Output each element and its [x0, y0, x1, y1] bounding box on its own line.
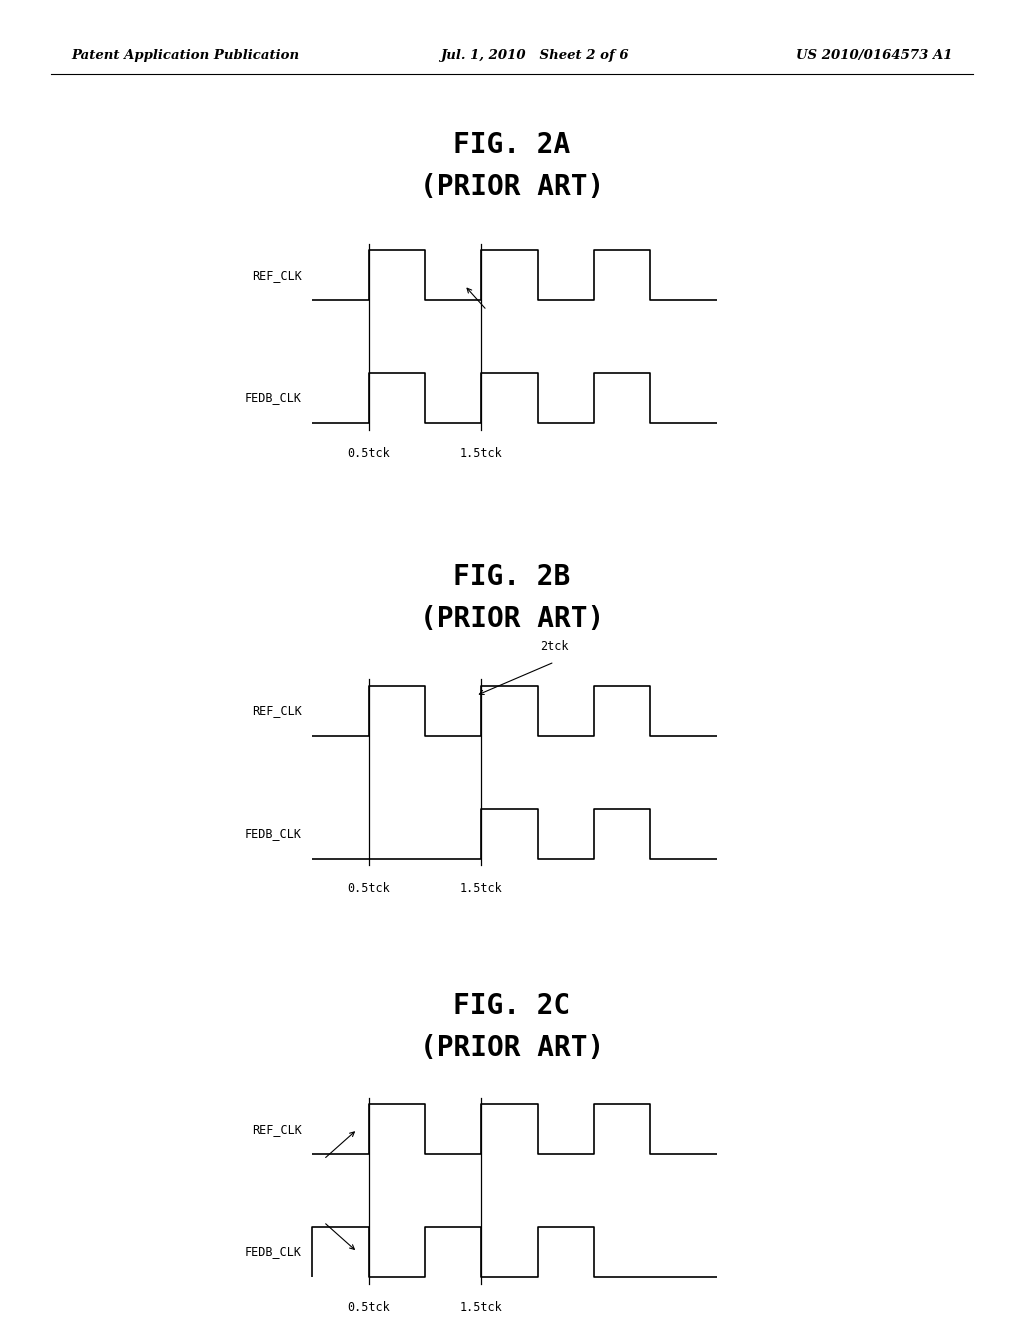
Text: FEDB_CLK: FEDB_CLK — [245, 392, 302, 404]
Text: REF_CLK: REF_CLK — [252, 1123, 302, 1135]
Text: 1.5tck: 1.5tck — [460, 446, 503, 459]
Text: FIG. 2B: FIG. 2B — [454, 562, 570, 591]
Text: FIG. 2C: FIG. 2C — [454, 991, 570, 1020]
Text: FEDB_CLK: FEDB_CLK — [245, 1246, 302, 1258]
Text: REF_CLK: REF_CLK — [252, 269, 302, 281]
Text: 0.5tck: 0.5tck — [347, 446, 390, 459]
Text: (PRIOR ART): (PRIOR ART) — [420, 605, 604, 634]
Text: FEDB_CLK: FEDB_CLK — [245, 828, 302, 840]
Text: Jul. 1, 2010   Sheet 2 of 6: Jul. 1, 2010 Sheet 2 of 6 — [440, 49, 629, 62]
Text: 1.5tck: 1.5tck — [460, 883, 503, 895]
Text: FIG. 2A: FIG. 2A — [454, 131, 570, 160]
Text: (PRIOR ART): (PRIOR ART) — [420, 173, 604, 202]
Text: 1.5tck: 1.5tck — [460, 1302, 503, 1313]
Text: 0.5tck: 0.5tck — [347, 1302, 390, 1313]
Text: 0.5tck: 0.5tck — [347, 883, 390, 895]
Text: (PRIOR ART): (PRIOR ART) — [420, 1034, 604, 1063]
Text: 2tck: 2tck — [541, 640, 568, 653]
Text: REF_CLK: REF_CLK — [252, 705, 302, 717]
Text: US 2010/0164573 A1: US 2010/0164573 A1 — [796, 49, 952, 62]
Text: Patent Application Publication: Patent Application Publication — [72, 49, 300, 62]
